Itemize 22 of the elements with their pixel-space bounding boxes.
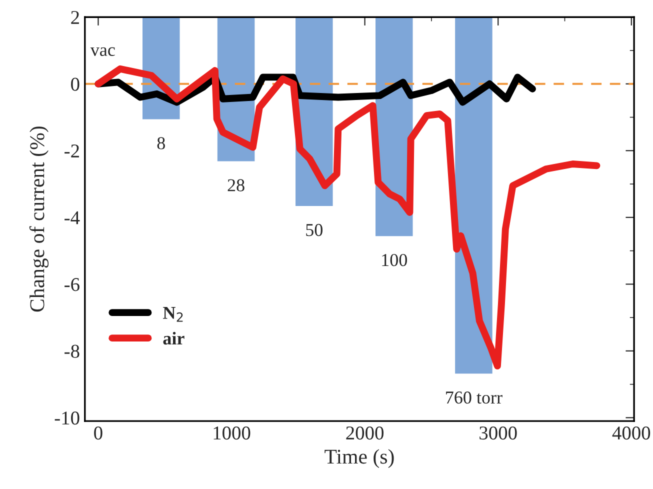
y-axis-title: Change of current (%)	[29, 126, 49, 312]
x-tick-label: 2000	[346, 426, 384, 440]
annotation: 100	[382, 254, 407, 266]
y-tick-label: 2	[71, 10, 79, 24]
x-tick-label: 0	[94, 426, 102, 440]
x-tick-label: 3000	[480, 426, 517, 440]
y-tick-label: -10	[54, 412, 80, 425]
y-tick-label: -4	[64, 211, 80, 224]
x-tick-label: 4000	[612, 426, 650, 440]
x-axis-title: Time (s)	[324, 449, 394, 468]
annotation: 8	[157, 137, 165, 150]
legend-label: N$_{2}$	[163, 306, 183, 322]
annotation: vac	[90, 47, 115, 56]
y-tick-label: 0	[71, 78, 80, 91]
x-tick-label: 1000	[214, 426, 250, 440]
y-tick-label: -8	[64, 344, 80, 358]
annotation: 28	[228, 179, 244, 192]
annotation: 760 torr	[446, 391, 502, 404]
y-tick-label: -2	[64, 144, 79, 158]
annotation: 50	[306, 224, 322, 236]
legend-label: air	[163, 332, 184, 345]
y-tick-label: -6	[64, 278, 80, 292]
